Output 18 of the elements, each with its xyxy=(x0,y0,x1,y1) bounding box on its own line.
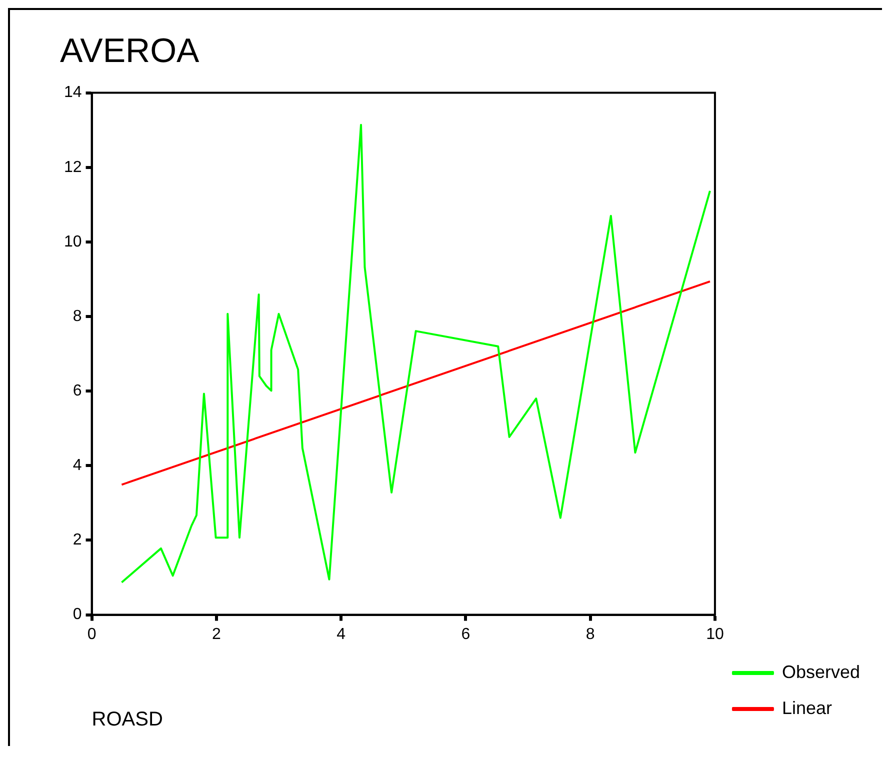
y-tick-label: 8 xyxy=(72,308,82,325)
y-tick-label: 2 xyxy=(72,532,82,549)
x-tick-label: 6 xyxy=(461,626,470,643)
y-tick-label: 6 xyxy=(72,382,82,400)
y-tick-label: 12 xyxy=(64,158,82,176)
x-axis-title: ROASD xyxy=(92,708,163,731)
y-tick-label: 0 xyxy=(72,606,82,624)
x-tick-label: 10 xyxy=(706,626,724,643)
x-tick-label: 0 xyxy=(87,626,96,643)
legend-label: Linear xyxy=(782,698,832,718)
legend-label: Observed xyxy=(782,662,860,682)
y-tick-label: 4 xyxy=(72,457,82,474)
chart-title: AVEROA xyxy=(60,32,200,70)
y-tick-label: 14 xyxy=(64,84,82,102)
x-tick-label: 8 xyxy=(586,626,595,643)
x-tick-label: 4 xyxy=(336,626,346,643)
x-tick-label: 2 xyxy=(212,626,221,643)
y-tick-label: 10 xyxy=(64,233,82,250)
